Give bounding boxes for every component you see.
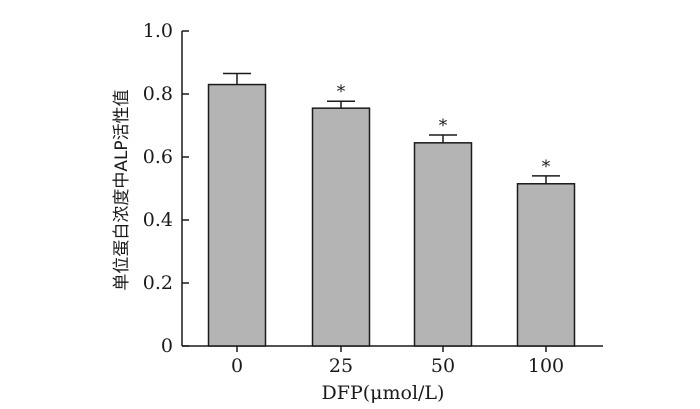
- bar-100: [516, 183, 576, 347]
- x-tick-label: 0: [231, 355, 243, 377]
- x-axis-label: DFP(μmol/L): [322, 382, 445, 404]
- bar-0: [207, 83, 267, 347]
- y-tick-label: 0: [161, 335, 173, 357]
- y-tick-label: 0.6: [143, 146, 173, 168]
- significance-star-50: *: [439, 116, 448, 136]
- bar-50: [413, 142, 473, 347]
- significance-star-25: *: [337, 82, 346, 102]
- y-axis-label: 单位蛋白浓度中ALP活性值: [112, 89, 132, 290]
- significance-star-100: *: [542, 157, 551, 177]
- ticks: 0 0.2 0.4 0.6 0.8 1.0 0 25 50 100: [143, 20, 564, 377]
- bar-25: [311, 107, 371, 347]
- x-tick-label: 25: [329, 355, 353, 377]
- x-tick-label: 100: [528, 355, 564, 377]
- y-tick-label: 1.0: [143, 20, 173, 42]
- y-tick-label: 0.8: [143, 83, 173, 105]
- x-tick-label: 50: [431, 355, 455, 377]
- bars: * * *: [207, 72, 576, 347]
- y-tick-label: 0.4: [143, 209, 173, 231]
- y-tick-label: 0.2: [143, 272, 173, 294]
